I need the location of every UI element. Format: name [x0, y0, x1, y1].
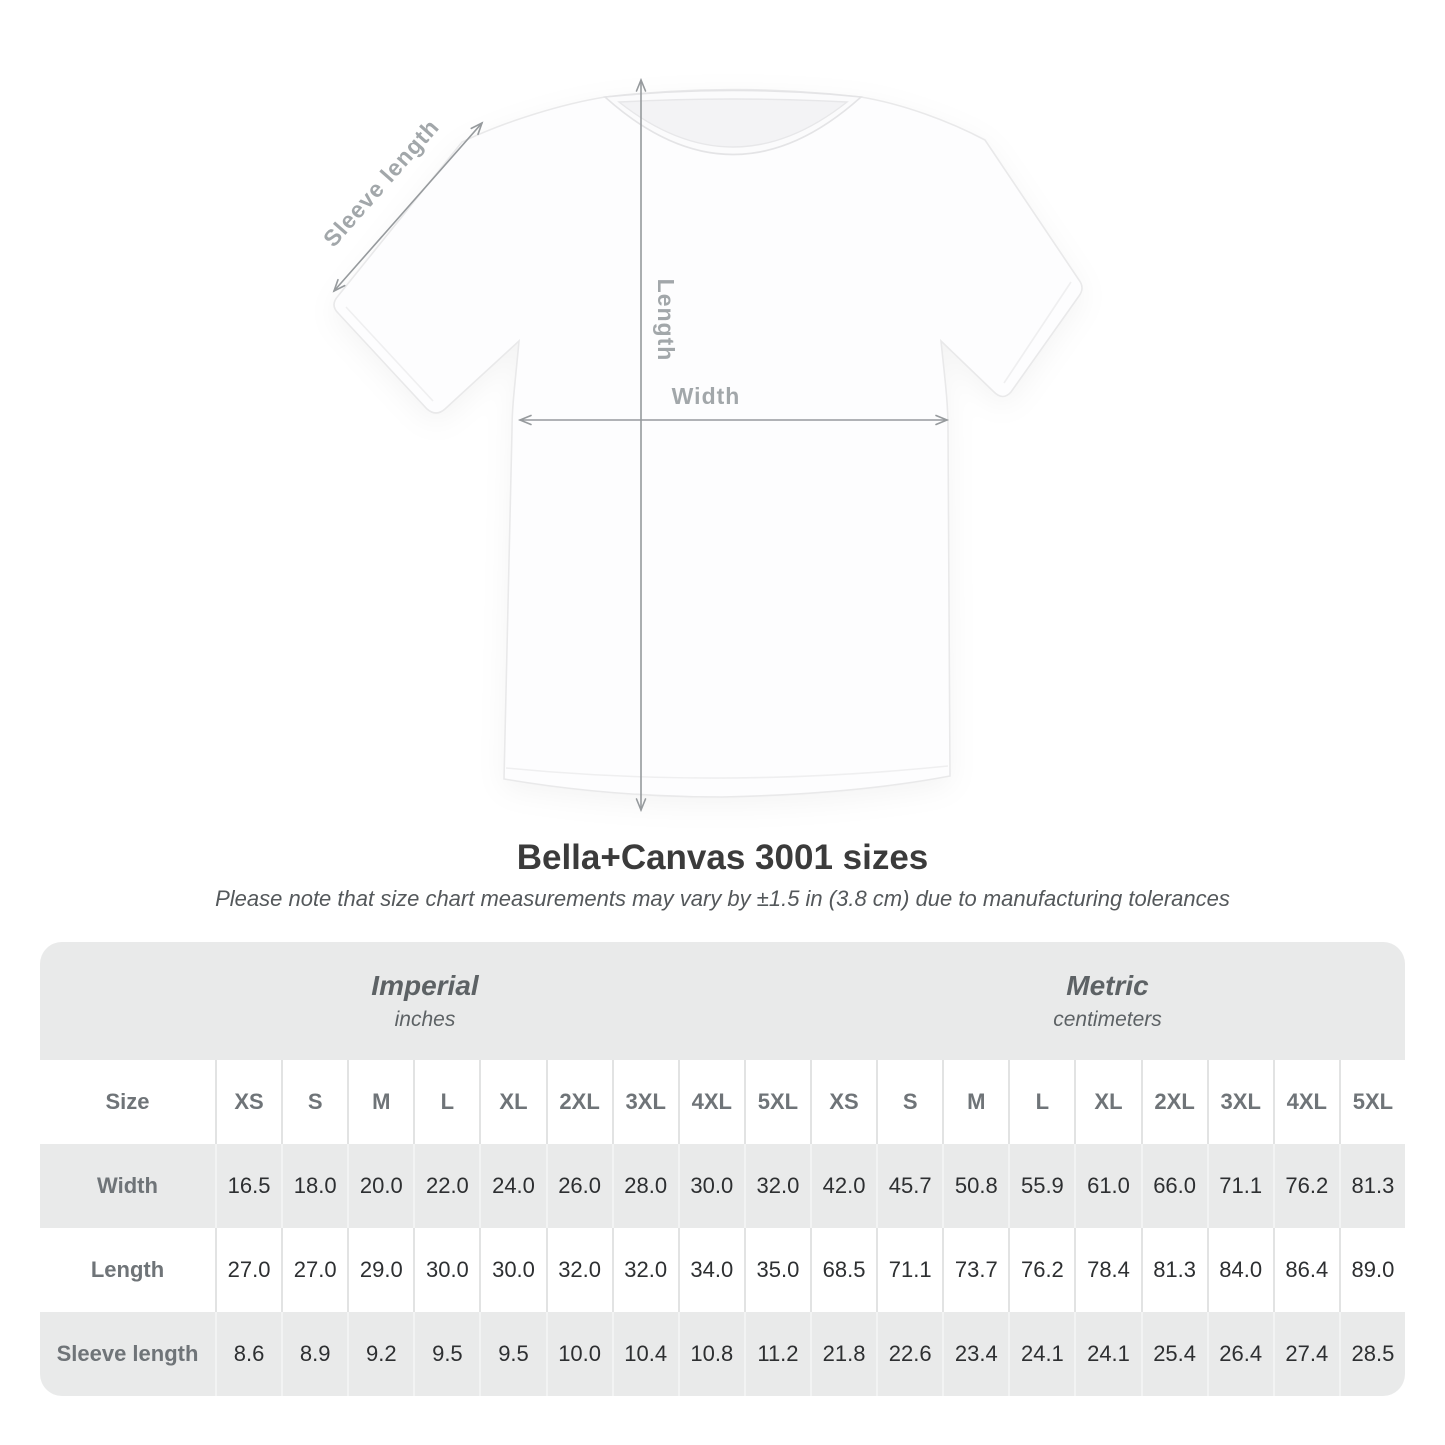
measurement-value: 32.0	[743, 1144, 810, 1228]
measurement-value: 10.4	[611, 1312, 678, 1396]
row-label: Sleeve length	[40, 1312, 215, 1396]
size-col-header: 3XL	[611, 1060, 678, 1144]
measurement-value: 10.0	[545, 1312, 612, 1396]
measurement-value: 18.0	[281, 1144, 348, 1228]
measurement-value: 30.0	[413, 1228, 480, 1312]
size-col-header: L	[413, 1060, 480, 1144]
metric-group-unit: centimeters	[1053, 1008, 1162, 1031]
unit-group-imperial: Imperial inches	[40, 942, 810, 1060]
measurement-arrows	[332, 77, 950, 813]
size-row-label: Size	[40, 1060, 215, 1144]
measurement-value: 84.0	[1206, 1228, 1273, 1312]
measurement-value: 68.5	[810, 1228, 877, 1312]
size-col-header: M	[942, 1060, 1009, 1144]
measurement-value: 24.1	[1008, 1312, 1075, 1396]
size-col-header: 5XL	[743, 1060, 810, 1144]
size-col-header: XL	[1074, 1060, 1141, 1144]
measurement-value: 10.8	[677, 1312, 744, 1396]
metric-group-label: Metric	[1066, 970, 1149, 1001]
left-cuff-stitch	[345, 306, 434, 402]
measurement-value: 30.0	[677, 1144, 744, 1228]
measurement-value: 9.5	[479, 1312, 546, 1396]
size-col-header: 5XL	[1338, 1060, 1405, 1144]
tshirt-measurement-diagram: Sleeve length Length Width	[318, 77, 1083, 813]
row-label: Length	[40, 1228, 215, 1312]
length-arrow	[635, 77, 647, 813]
measurement-value: 11.2	[743, 1312, 810, 1396]
collar-opening	[617, 98, 849, 148]
size-col-header: 4XL	[677, 1060, 744, 1144]
size-chart: Imperial inches Metric centimeters Size …	[40, 942, 1405, 1396]
measurement-value: 86.4	[1272, 1228, 1339, 1312]
size-col-header: XS	[215, 1060, 282, 1144]
measurement-value: 61.0	[1074, 1144, 1141, 1228]
measurement-value: 71.1	[1206, 1144, 1273, 1228]
size-col-header: 2XL	[545, 1060, 612, 1144]
sleeve-length-arrow	[332, 121, 484, 293]
measurement-value: 8.9	[281, 1312, 348, 1396]
size-col-header: XS	[810, 1060, 877, 1144]
size-col-header: 3XL	[1206, 1060, 1273, 1144]
measurement-value: 32.0	[545, 1228, 612, 1312]
size-col-header: L	[1008, 1060, 1075, 1144]
measurement-value: 78.4	[1074, 1228, 1141, 1312]
measurement-value: 76.2	[1272, 1144, 1339, 1228]
measurement-value: 24.0	[479, 1144, 546, 1228]
measurement-value: 23.4	[942, 1312, 1009, 1396]
measurement-value: 66.0	[1140, 1144, 1207, 1228]
row-label: Width	[40, 1144, 215, 1228]
tshirt-graphic	[333, 88, 1083, 798]
width-arrow	[517, 414, 950, 426]
measurement-value: 8.6	[215, 1312, 282, 1396]
size-col-header: 2XL	[1140, 1060, 1207, 1144]
measurement-value: 16.5	[215, 1144, 282, 1228]
measurement-value: 32.0	[611, 1228, 678, 1312]
size-col-header: XL	[479, 1060, 546, 1144]
imperial-group-unit: inches	[394, 1008, 456, 1031]
measurement-value: 89.0	[1338, 1228, 1405, 1312]
measurement-value: 55.9	[1008, 1144, 1075, 1228]
measurement-value: 81.3	[1338, 1144, 1405, 1228]
measurement-value: 9.5	[413, 1312, 480, 1396]
measurement-value: 20.0	[347, 1144, 414, 1228]
unit-group-metric: Metric centimeters	[810, 942, 1405, 1060]
measurement-value: 26.0	[545, 1144, 612, 1228]
measurement-value: 73.7	[942, 1228, 1009, 1312]
measurement-value: 25.4	[1140, 1312, 1207, 1396]
page-title: Bella+Canvas 3001 sizes	[516, 838, 929, 877]
size-col-header: S	[876, 1060, 943, 1144]
measurement-value: 45.7	[876, 1144, 943, 1228]
measurement-value: 9.2	[347, 1312, 414, 1396]
measurement-value: 34.0	[677, 1228, 744, 1312]
size-col-header: 4XL	[1272, 1060, 1339, 1144]
tolerance-note: Please note that size chart measurements…	[215, 886, 1230, 911]
tshirt-diagram-svg: Sleeve length Length Width	[318, 77, 1083, 813]
measurement-value: 42.0	[810, 1144, 877, 1228]
length-label: Length	[653, 279, 679, 362]
hem-stitch	[505, 765, 949, 779]
measurement-value: 28.0	[611, 1144, 678, 1228]
measurement-value: 28.5	[1338, 1312, 1405, 1396]
measurement-value: 29.0	[347, 1228, 414, 1312]
measurement-value: 22.0	[413, 1144, 480, 1228]
measurement-value: 27.0	[281, 1228, 348, 1312]
measurement-value: 35.0	[743, 1228, 810, 1312]
size-col-header: S	[281, 1060, 348, 1144]
measurement-value: 22.6	[876, 1312, 943, 1396]
measurement-value: 27.0	[215, 1228, 282, 1312]
measurement-value: 27.4	[1272, 1312, 1339, 1396]
right-cuff-stitch	[1003, 281, 1072, 384]
width-label: Width	[672, 383, 741, 409]
imperial-group-label: Imperial	[371, 970, 479, 1001]
size-col-header: M	[347, 1060, 414, 1144]
measurement-value: 21.8	[810, 1312, 877, 1396]
measurement-value: 50.8	[942, 1144, 1009, 1228]
measurement-value: 81.3	[1140, 1228, 1207, 1312]
measurement-value: 71.1	[876, 1228, 943, 1312]
measurement-value: 24.1	[1074, 1312, 1141, 1396]
measurement-value: 26.4	[1206, 1312, 1273, 1396]
measurement-value: 30.0	[479, 1228, 546, 1312]
measurement-value: 76.2	[1008, 1228, 1075, 1312]
